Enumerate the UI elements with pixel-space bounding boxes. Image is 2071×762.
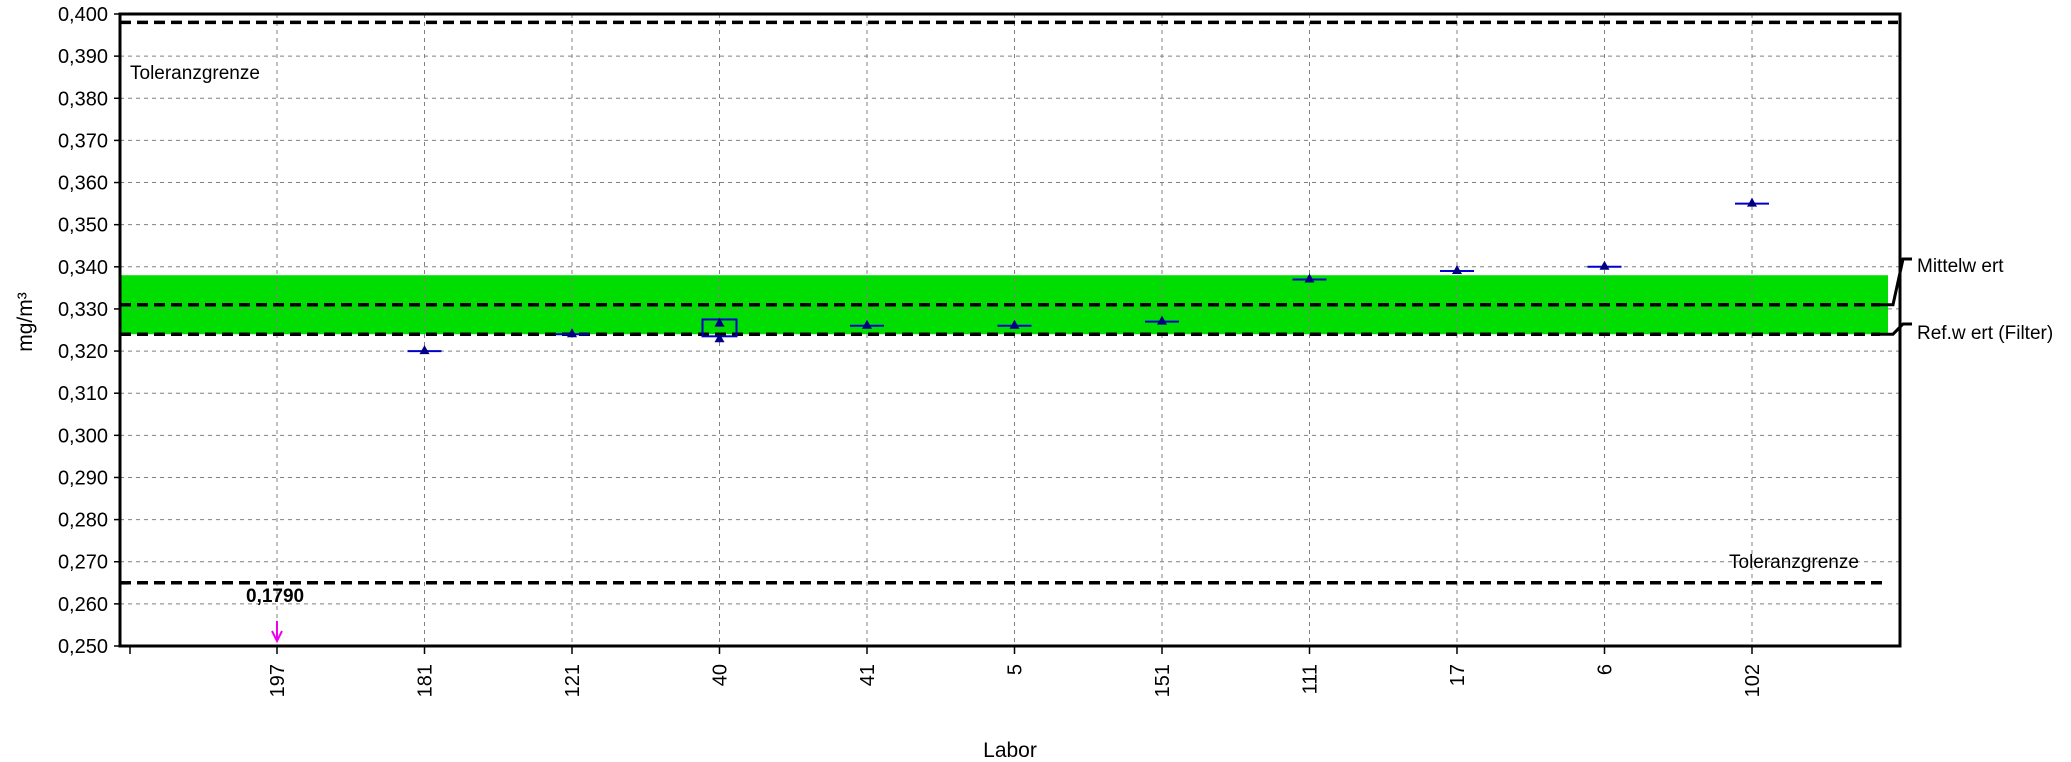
x-tick-label: 17	[1447, 664, 1469, 686]
upper-tolerance-label: Toleranzgrenze	[130, 63, 260, 84]
labels-layer: Labor mg/m³ Toleranzgrenze Toleranzgrenz…	[14, 63, 2053, 762]
y-tick-label: 0,280	[58, 510, 108, 532]
data-point-marker	[419, 345, 430, 355]
y-tick-label: 0,330	[58, 299, 108, 321]
plot-frame	[118, 12, 1902, 648]
x-tick-label: 41	[857, 664, 879, 686]
lower-tolerance-label: Toleranzgrenze	[1729, 552, 1859, 573]
y-tick-label: 0,350	[58, 215, 108, 237]
out-of-range-value-label: 0,1790	[246, 586, 304, 607]
out-of-range-arrow-head	[271, 630, 283, 644]
data-point-marker	[714, 317, 725, 327]
y-axis-title: mg/m³	[14, 292, 37, 352]
y-tick-label: 0,320	[58, 341, 108, 363]
y-tick-label: 0,300	[58, 425, 108, 447]
mean-leader	[1880, 257, 1912, 307]
axes-layer: 0,250 0,260 0,270 0,280 0,290 0,300 0,310 0,320…	[58, 4, 1902, 697]
y-tick-label: 0,310	[58, 383, 108, 405]
x-tick-label: 197	[267, 664, 289, 697]
data-point-marker	[1452, 265, 1462, 275]
y-tick-label: 0,340	[58, 257, 108, 279]
y-tick-label: 0,250	[58, 636, 108, 658]
y-tick-label: 0,390	[58, 46, 108, 68]
reference-leader	[1880, 322, 1912, 336]
data-point-marker	[1157, 315, 1167, 325]
data-point-marker	[714, 333, 725, 343]
y-tick-label: 0,380	[58, 88, 108, 110]
y-tick-label: 0,400	[58, 4, 108, 26]
data-point-marker	[1599, 260, 1610, 270]
y-tick-label: 0,290	[58, 467, 108, 489]
x-tick-label: 6	[1595, 664, 1617, 675]
y-tick-label: 0,270	[58, 552, 108, 574]
x-axis-title: Labor	[983, 739, 1037, 762]
y-tick-label: 0,360	[58, 173, 108, 195]
x-tick-label: 111	[1300, 664, 1322, 694]
data-point-marker	[1304, 273, 1315, 283]
data-point-marker	[1747, 197, 1757, 207]
data-point-marker	[567, 328, 577, 338]
x-tick-label: 121	[562, 664, 584, 697]
x-tick-label: 102	[1742, 664, 1764, 697]
y-tick-label: 0,260	[58, 594, 108, 616]
reference-lines-layer	[120, 20, 1912, 585]
data-points-layer	[271, 197, 1769, 644]
reference-label: Ref.w ert (Filter)	[1917, 323, 2053, 344]
x-tick-label: 5	[1005, 664, 1027, 675]
data-point-marker	[862, 319, 872, 329]
y-tick-label: 0,370	[58, 130, 108, 152]
x-tick-label: 40	[710, 664, 732, 686]
x-tick-label: 181	[415, 664, 437, 697]
x-tick-label: 151	[1152, 664, 1174, 697]
mean-label: Mittelw ert	[1917, 256, 2004, 277]
data-point-marker	[1009, 319, 1020, 329]
